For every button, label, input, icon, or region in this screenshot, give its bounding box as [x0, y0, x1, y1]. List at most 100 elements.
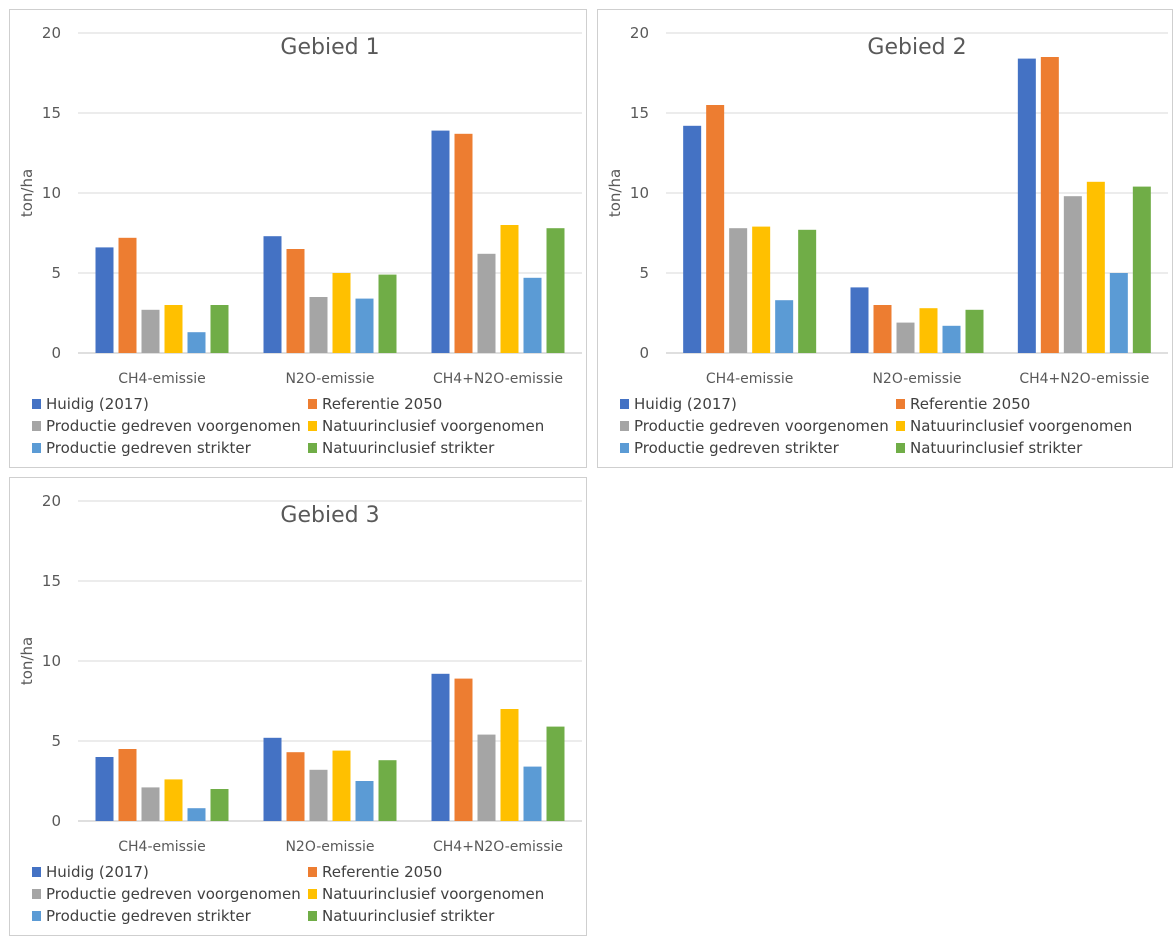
chart-svg: 0 5 10 15 20 ton/ha Gebied 3 CH4-emissie N2O-emi…: [18, 492, 582, 925]
chart-title: Gebied 2: [867, 35, 966, 60]
bar-productie-gedreven-voorgenomen-ch4-n2o-emissie: [1063, 196, 1082, 353]
bar-referentie-2050-ch4-n2o-emissie: [454, 133, 473, 353]
legend-label: Natuurinclusief strikter: [910, 439, 1083, 457]
y-tick-label: 0: [639, 344, 649, 362]
bar-productie-gedreven-strikter-ch4-emissie: [775, 300, 794, 353]
bar-huidig-2017-ch4-emissie: [683, 125, 702, 353]
y-axis-label: ton/ha: [18, 169, 36, 217]
y-tick-label: 5: [51, 732, 61, 750]
bar-productie-gedreven-voorgenomen-ch4-emissie: [141, 309, 160, 353]
bar-natuurinclusief-voorgenomen-n2o-emissie: [919, 308, 938, 353]
bar-productie-gedreven-strikter-n2o-emissie: [942, 325, 961, 353]
bar-productie-gedreven-strikter-n2o-emissie: [355, 781, 374, 821]
bar-productie-gedreven-strikter-ch4-emissie: [187, 332, 206, 353]
category-label: CH4+N2O-emissie: [433, 371, 563, 387]
legend-swatch-referentie-2050: [308, 399, 317, 409]
y-tick-label: 5: [51, 264, 61, 282]
category-label: CH4-emissie: [706, 371, 794, 387]
bar-natuurinclusief-strikter-ch4-emissie: [210, 789, 229, 821]
bar-huidig-2017-ch4-emissie: [95, 247, 114, 353]
y-tick-label: 5: [639, 264, 649, 282]
y-axis-label: ton/ha: [606, 169, 624, 217]
legend-label: Productie gedreven voorgenomen: [634, 417, 889, 435]
bar-natuurinclusief-voorgenomen-n2o-emissie: [332, 750, 351, 821]
bar-natuurinclusief-strikter-n2o-emissie: [378, 274, 397, 353]
bar-productie-gedreven-strikter-ch4-n2o-emissie: [523, 277, 542, 353]
legend-label: Huidig (2017): [634, 395, 737, 413]
bar-referentie-2050-ch4-emissie: [706, 105, 725, 353]
bar-huidig-2017-n2o-emissie: [263, 737, 282, 821]
legend-swatch-huidig-2017: [32, 867, 41, 877]
bar-huidig-2017-ch4-n2o-emissie: [431, 130, 450, 353]
legend-swatch-natuurinclusief-strikter: [308, 911, 317, 921]
category-label: CH4-emissie: [118, 371, 206, 387]
legend-swatch-huidig-2017: [32, 399, 41, 409]
bar-referentie-2050-ch4-emissie: [118, 749, 137, 821]
bar-huidig-2017-n2o-emissie: [850, 287, 869, 353]
bar-referentie-2050-n2o-emissie: [286, 752, 305, 821]
chart-panel-gebied-1: 0 5 10 15 20 ton/ha Gebied 1 CH4-emissie N2O-emi…: [9, 9, 587, 468]
y-tick-label: 10: [42, 184, 61, 202]
bar-natuurinclusief-voorgenomen-ch4-emissie: [752, 226, 771, 353]
y-tick-label: 10: [42, 652, 61, 670]
bar-huidig-2017-ch4-n2o-emissie: [1017, 58, 1036, 353]
legend-swatch-natuurinclusief-strikter: [308, 443, 317, 453]
bar-natuurinclusief-voorgenomen-ch4-n2o-emissie: [500, 709, 519, 821]
legend-label: Productie gedreven voorgenomen: [46, 885, 301, 903]
legend-label: Productie gedreven strikter: [634, 439, 840, 457]
bar-referentie-2050-ch4-emissie: [118, 237, 137, 353]
legend-label: Natuurinclusief strikter: [322, 439, 495, 457]
bar-productie-gedreven-strikter-ch4-n2o-emissie: [523, 766, 542, 821]
chart-svg: 0 5 10 15 20 ton/ha Gebied 2 CH4-emissie N2O-emi…: [606, 24, 1168, 457]
legend-label: Referentie 2050: [322, 395, 442, 413]
legend-label: Natuurinclusief strikter: [322, 907, 495, 925]
bar-productie-gedreven-strikter-n2o-emissie: [355, 298, 374, 353]
bar-productie-gedreven-strikter-ch4-n2o-emissie: [1109, 273, 1128, 353]
legend-swatch-productie-gedreven-strikter: [32, 911, 41, 921]
bar-natuurinclusief-strikter-ch4-n2o-emissie: [546, 228, 565, 353]
legend-label: Natuurinclusief voorgenomen: [910, 417, 1132, 435]
bar-productie-gedreven-voorgenomen-n2o-emissie: [896, 322, 915, 353]
bar-natuurinclusief-voorgenomen-ch4-n2o-emissie: [1086, 181, 1105, 353]
y-tick-label: 15: [630, 104, 649, 122]
legend-swatch-productie-gedreven-strikter: [32, 443, 41, 453]
legend-label: Huidig (2017): [46, 863, 149, 881]
bar-natuurinclusief-strikter-n2o-emissie: [965, 309, 984, 353]
bar-productie-gedreven-voorgenomen-ch4-n2o-emissie: [477, 734, 496, 821]
legend-swatch-huidig-2017: [620, 399, 629, 409]
bar-natuurinclusief-strikter-ch4-n2o-emissie: [1132, 186, 1151, 353]
legend-label: Productie gedreven strikter: [46, 907, 252, 925]
bar-natuurinclusief-strikter-n2o-emissie: [378, 760, 397, 821]
legend-swatch-productie-gedreven-voorgenomen: [32, 889, 41, 899]
legend-swatch-natuurinclusief-voorgenomen: [896, 421, 905, 431]
legend-label: Natuurinclusief voorgenomen: [322, 885, 544, 903]
legend-swatch-productie-gedreven-voorgenomen: [620, 421, 629, 431]
bar-referentie-2050-n2o-emissie: [873, 305, 892, 353]
legend-label: Natuurinclusief voorgenomen: [322, 417, 544, 435]
legend-label: Huidig (2017): [46, 395, 149, 413]
y-tick-label: 10: [630, 184, 649, 202]
category-label: CH4+N2O-emissie: [433, 839, 563, 855]
bar-productie-gedreven-voorgenomen-ch4-emissie: [141, 787, 160, 821]
bar-huidig-2017-ch4-emissie: [95, 757, 114, 821]
bar-referentie-2050-n2o-emissie: [286, 249, 305, 353]
bar-referentie-2050-ch4-n2o-emissie: [454, 678, 473, 821]
category-label: CH4-emissie: [118, 839, 206, 855]
bar-natuurinclusief-strikter-ch4-emissie: [210, 305, 229, 353]
category-label: N2O-emissie: [285, 371, 374, 387]
bar-natuurinclusief-voorgenomen-ch4-n2o-emissie: [500, 225, 519, 353]
bar-productie-gedreven-voorgenomen-ch4-n2o-emissie: [477, 253, 496, 353]
y-tick-label: 20: [42, 24, 61, 42]
y-axis-label: ton/ha: [18, 637, 36, 685]
y-tick-label: 15: [42, 104, 61, 122]
bar-natuurinclusief-voorgenomen-n2o-emissie: [332, 273, 351, 353]
bar-huidig-2017-ch4-n2o-emissie: [431, 673, 450, 821]
bar-natuurinclusief-strikter-ch4-emissie: [798, 229, 817, 353]
y-tick-label: 15: [42, 572, 61, 590]
chart-title: Gebied 3: [280, 503, 379, 528]
y-tick-label: 0: [51, 344, 61, 362]
legend-label: Referentie 2050: [322, 863, 442, 881]
bar-referentie-2050-ch4-n2o-emissie: [1040, 57, 1059, 353]
legend-swatch-referentie-2050: [308, 867, 317, 877]
bar-natuurinclusief-voorgenomen-ch4-emissie: [164, 305, 183, 353]
